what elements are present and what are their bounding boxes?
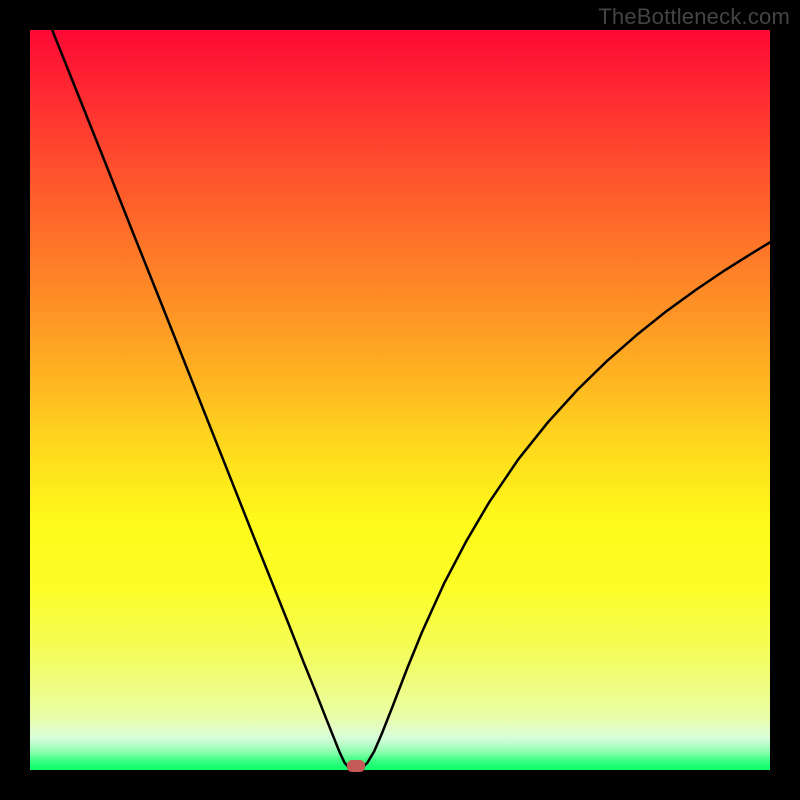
bottleneck-curve xyxy=(30,30,770,770)
watermark-text: TheBottleneck.com xyxy=(598,4,790,30)
plot-frame xyxy=(30,30,770,770)
optimal-point-marker xyxy=(347,760,365,772)
